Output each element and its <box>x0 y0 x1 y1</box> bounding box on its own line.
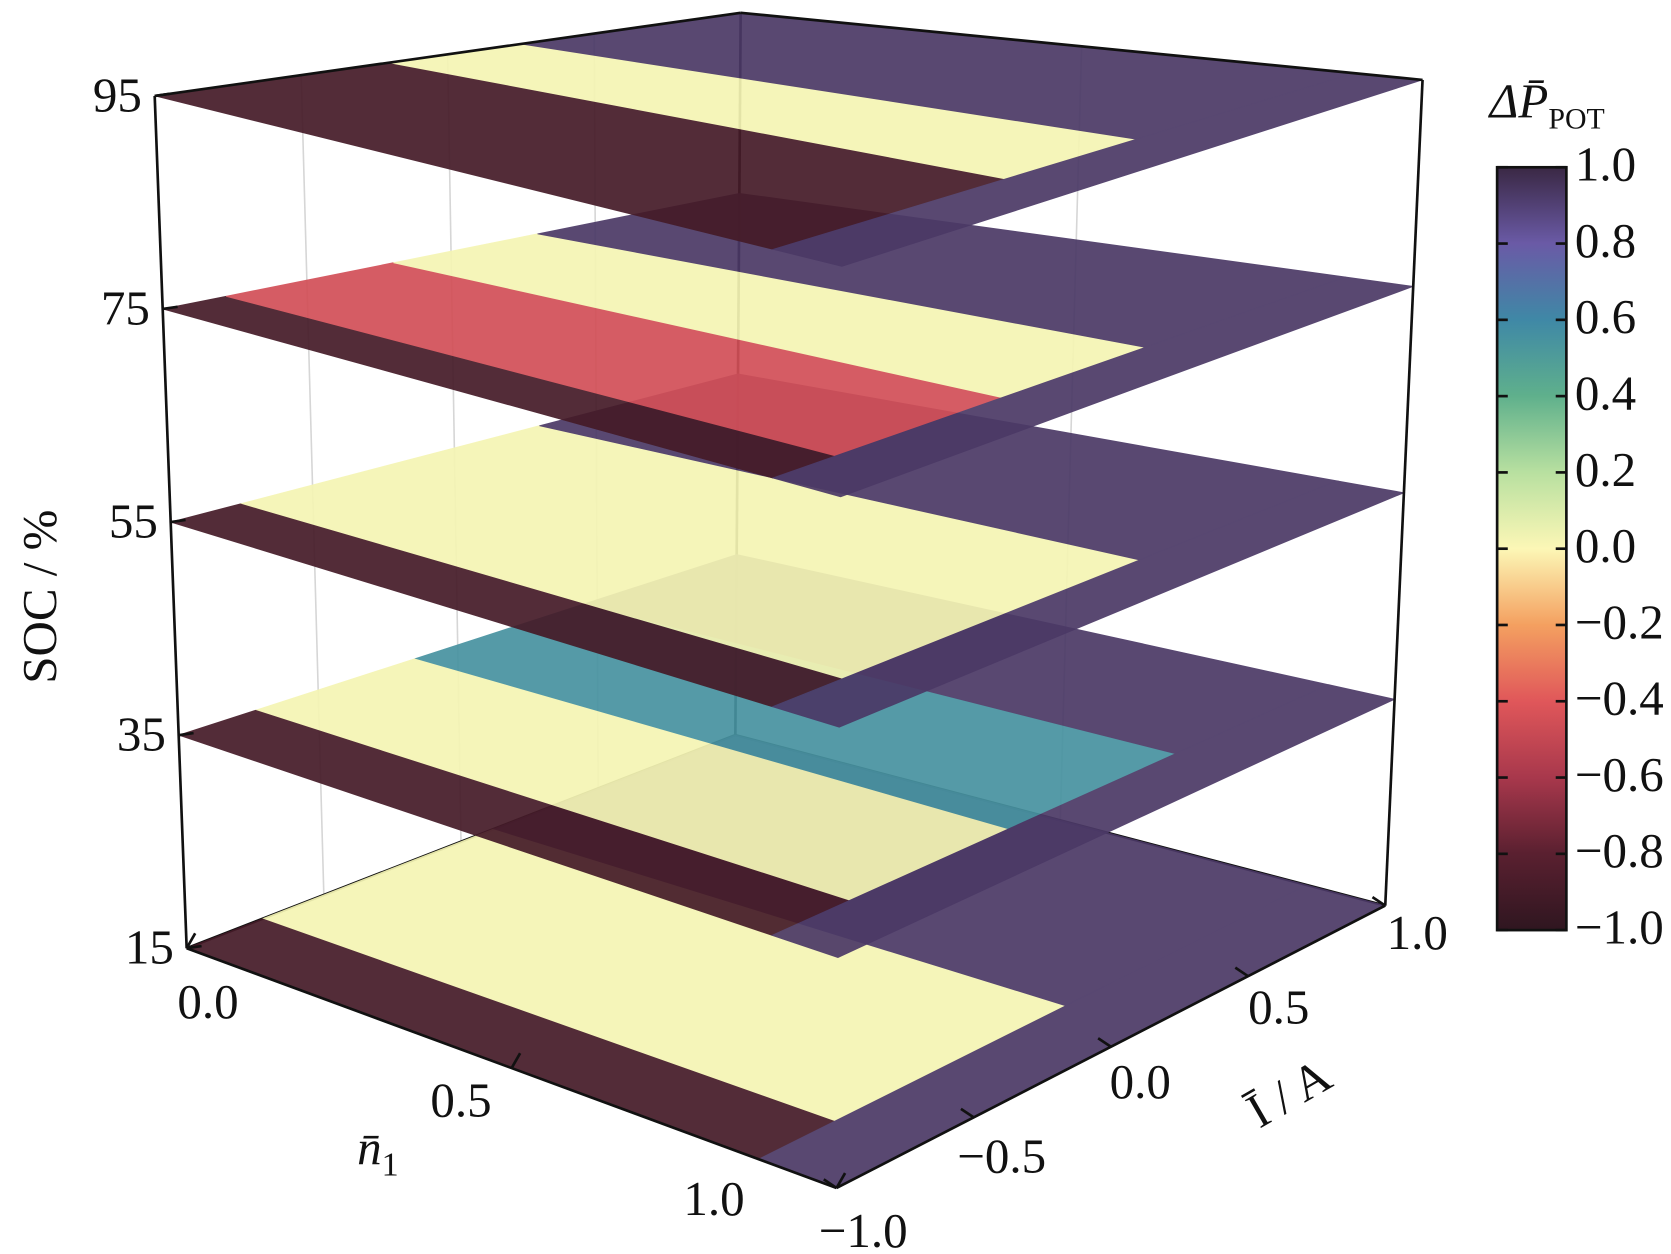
colorbar-tick-label: 0.2 <box>1575 442 1636 497</box>
x-axis-label-main: n̄ <box>357 1120 382 1175</box>
colorbar-tick-label: 0.6 <box>1575 289 1636 344</box>
z-axis-label: SOC / % <box>12 510 67 684</box>
colorbar-tick-label: 0.4 <box>1575 366 1636 421</box>
box-edge <box>1383 79 1424 906</box>
colorbar-title-main: ΔP̄ <box>1488 74 1549 129</box>
colorbar-tick-label: 0.8 <box>1575 213 1636 268</box>
x-tick <box>185 932 197 949</box>
colorbar-tick-label: −0.2 <box>1575 594 1664 649</box>
box-edge <box>154 11 741 98</box>
z-tick-label: 55 <box>109 494 158 549</box>
y-tick-label: −1.0 <box>819 1203 908 1254</box>
colorbar <box>1495 165 1568 932</box>
x-axis-label: n̄1 <box>357 1120 399 1183</box>
y-axis-label: Ī / A <box>1237 1047 1340 1138</box>
z-tick <box>154 92 170 98</box>
box-edge <box>740 11 1423 82</box>
y-tick <box>1097 1037 1112 1048</box>
slice <box>154 12 1423 267</box>
z-tick <box>170 518 186 524</box>
z-tick-label: 15 <box>125 920 174 975</box>
y-tick-label: −0.5 <box>957 1129 1046 1184</box>
colorbar-title-sub: POT <box>1548 102 1604 135</box>
y-tick <box>823 1178 838 1190</box>
x-tick-label: 0.0 <box>177 974 238 1029</box>
y-tick-label: 0.0 <box>1110 1054 1171 1109</box>
x-tick <box>510 1052 522 1069</box>
slice <box>162 192 1414 498</box>
colorbar-tick-label: 1.0 <box>1575 137 1636 192</box>
z-tick <box>186 944 202 950</box>
z-tick <box>178 731 194 737</box>
x-axis-label-sub: 1 <box>382 1147 399 1184</box>
y-tick <box>1234 966 1249 978</box>
z-tick <box>162 305 178 311</box>
x-tick <box>835 1172 847 1189</box>
y-tick-label: 1.0 <box>1387 905 1448 960</box>
colorbar-tick-label: 0.0 <box>1575 518 1636 573</box>
y-tick-label: 0.5 <box>1248 979 1309 1034</box>
colorbar-tick-label: −0.4 <box>1575 671 1664 726</box>
z-tick-label: 35 <box>117 707 166 762</box>
box-edge <box>153 95 188 949</box>
box-edge <box>835 904 1386 1190</box>
x-tick-label: 0.5 <box>430 1073 491 1128</box>
colorbar-tick-label: −1.0 <box>1575 899 1664 954</box>
z-tick-label: 95 <box>93 67 142 122</box>
z-tick-label: 75 <box>101 280 150 335</box>
y-tick <box>1371 895 1386 907</box>
colorbar-tick-label: −0.6 <box>1575 747 1664 802</box>
x-tick-label: 1.0 <box>683 1171 744 1226</box>
y-tick <box>960 1107 975 1119</box>
colorbar-tick-label: −0.8 <box>1575 823 1664 878</box>
colorbar-title: ΔP̄POT <box>1488 74 1605 136</box>
